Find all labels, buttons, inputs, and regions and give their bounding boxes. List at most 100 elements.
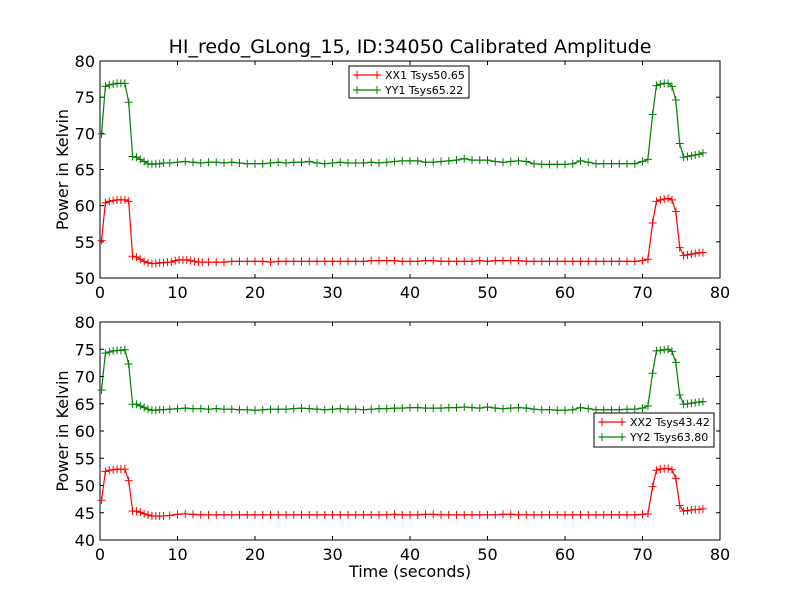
data-point [506, 256, 515, 265]
data-point [328, 405, 337, 414]
y-tick-label: 60 [75, 422, 95, 441]
data-point [144, 510, 153, 519]
data-point [266, 258, 275, 267]
data-point [460, 510, 469, 519]
data-point [282, 257, 290, 266]
data-point [460, 403, 469, 412]
data-point [258, 405, 267, 414]
data-point [475, 404, 484, 413]
data-point [615, 405, 624, 414]
data-point [282, 405, 290, 414]
data-point [243, 159, 252, 168]
data-point [251, 257, 259, 266]
data-point [336, 404, 345, 413]
data-point [120, 195, 129, 204]
data-point [607, 159, 616, 168]
data-point [437, 404, 445, 413]
data-point [101, 198, 110, 207]
data-point [105, 80, 114, 89]
data-point [514, 403, 523, 412]
data-point [251, 406, 259, 415]
data-point [623, 257, 631, 266]
data-point [398, 404, 407, 413]
y-tick-label: 75 [75, 88, 95, 107]
data-point [297, 257, 306, 266]
x-tick-label: 40 [400, 283, 420, 302]
data-point [189, 404, 197, 413]
data-point [336, 257, 345, 266]
x-axis-label: Time (seconds) [348, 562, 471, 581]
data-point [282, 510, 290, 519]
data-point [140, 403, 149, 412]
y-tick-label: 50 [75, 477, 95, 496]
data-point [165, 405, 174, 414]
data-point [537, 510, 546, 519]
legend-label: YY2 Tsys63.80 [629, 431, 708, 444]
data-point [406, 510, 414, 519]
data-point [367, 158, 376, 167]
data-point [344, 158, 352, 167]
data-point [398, 257, 407, 266]
data-point [305, 510, 314, 519]
data-point [675, 139, 684, 148]
data-point [667, 195, 676, 204]
data-point [698, 397, 707, 406]
data-point [607, 510, 616, 519]
data-point [235, 257, 244, 266]
data-point [623, 510, 631, 519]
data-point [243, 510, 252, 519]
data-point [413, 156, 422, 165]
data-point [643, 509, 652, 518]
data-point [313, 405, 321, 414]
x-tick-label: 50 [477, 283, 497, 302]
data-point [561, 510, 569, 519]
data-point [599, 510, 608, 519]
data-point [667, 465, 676, 474]
data-point [679, 507, 688, 516]
data-point [568, 159, 577, 168]
data-point [147, 160, 156, 169]
data-point [351, 405, 360, 414]
data-point [452, 403, 461, 412]
data-point [413, 403, 422, 412]
data-point [212, 510, 221, 519]
data-point [545, 160, 554, 169]
data-point [584, 510, 593, 519]
bottom-panel: 0 10 20 30 40 50 60 70 80 40 45 50 55 60 65 70 75 80 Power… [53, 313, 730, 581]
data-point [105, 347, 114, 356]
data-point [101, 82, 110, 91]
data-point [173, 158, 182, 167]
data-point [227, 510, 236, 519]
data-point [413, 257, 422, 266]
data-point [491, 256, 500, 265]
legend-swatch-marker [353, 71, 361, 79]
data-point [159, 512, 168, 521]
data-point [382, 404, 391, 413]
data-point [638, 256, 647, 265]
data-point [599, 257, 608, 266]
data-point [186, 256, 195, 265]
data-point [553, 510, 562, 519]
data-point [313, 510, 321, 519]
data-point [514, 510, 523, 519]
data-point [522, 510, 531, 519]
x-tick-label: 70 [632, 545, 652, 564]
data-point [367, 405, 376, 414]
data-point [140, 509, 149, 518]
data-point [514, 156, 523, 165]
data-point [429, 158, 438, 167]
data-point [344, 257, 352, 266]
data-point [630, 257, 639, 266]
data-point [545, 257, 554, 266]
data-point [444, 510, 453, 519]
series-xx2 [97, 464, 707, 521]
data-point [181, 509, 190, 518]
figure-title: HI_redo_GLong_15, ID:34050 Calibrated Am… [169, 36, 652, 58]
data-point [530, 257, 538, 266]
data-point [297, 404, 306, 413]
data-point [120, 79, 129, 88]
x-tick-label: 30 [322, 283, 342, 302]
data-point [671, 96, 680, 105]
data-point [607, 405, 616, 414]
data-point [328, 257, 337, 266]
